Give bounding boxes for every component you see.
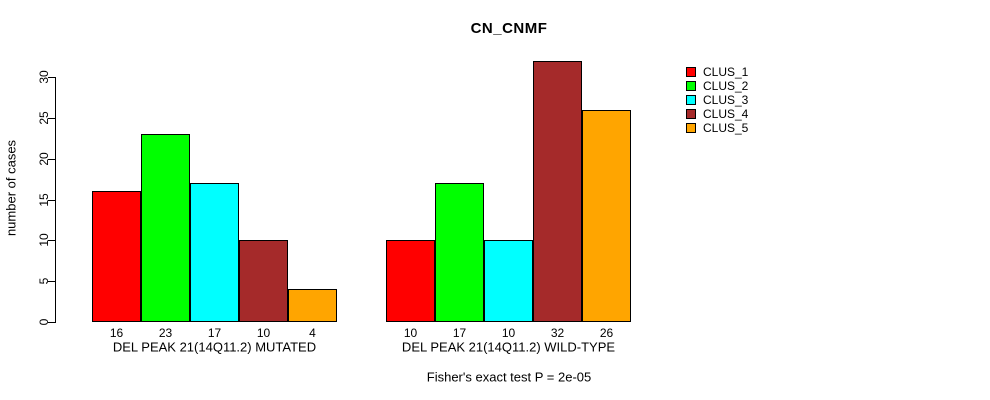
legend-label: CLUS_5 [703, 121, 749, 135]
bar-value-label: 26 [599, 326, 614, 340]
bar-clus_2-group1 [435, 183, 484, 322]
bar-clus_4-group1 [533, 60, 582, 322]
y-axis-tick [48, 117, 55, 119]
legend-item: CLUS_5 [686, 122, 748, 134]
bar-clus_3-group0 [190, 183, 239, 322]
bar-value-label: 4 [309, 326, 316, 340]
y-tick-label: 15 [37, 192, 51, 207]
bar-clus_4-group0 [239, 240, 288, 322]
y-axis-tick [48, 322, 55, 323]
bar-clus_2-group0 [141, 134, 190, 322]
bar-clus_5-group1 [582, 109, 631, 322]
bar-clus_1-group1 [386, 240, 435, 322]
bar-clus_3-group1 [484, 240, 533, 322]
bar-value-label: 10 [501, 326, 516, 340]
y-tick-label: 30 [37, 70, 51, 84]
bar-value-label: 32 [550, 326, 565, 340]
annotation-text: Fisher's exact test P = 2e-05 [426, 369, 592, 385]
y-axis-tick [48, 240, 55, 242]
bar-value-label: 10 [256, 326, 271, 340]
bar-value-label: 10 [403, 326, 418, 340]
legend-item: CLUS_3 [686, 94, 748, 106]
bar-clus_5-group0 [288, 289, 337, 322]
bar-value-label: 23 [158, 326, 173, 340]
y-axis-line [55, 77, 56, 323]
bar-value-label: 17 [452, 326, 467, 340]
legend-label: CLUS_3 [703, 93, 749, 107]
y-axis-tick [48, 281, 55, 283]
legend-item: CLUS_1 [686, 66, 748, 78]
x-category-label: DEL PEAK 21(14Q11.2) MUTATED [112, 339, 317, 355]
bar-clus_1-group0 [92, 191, 141, 322]
chart-title: CN_CNMF [470, 20, 548, 37]
legend-swatch-clus_1 [686, 67, 696, 77]
y-axis-tick [48, 77, 55, 78]
bar-value-label: 17 [207, 326, 222, 340]
y-tick-label: 20 [37, 151, 51, 166]
y-tick-label: 0 [37, 318, 51, 326]
legend-label: CLUS_4 [703, 107, 749, 121]
legend-swatch-clus_5 [686, 123, 696, 133]
legend-item: CLUS_2 [686, 80, 748, 92]
legend-swatch-clus_4 [686, 109, 696, 119]
y-tick-label: 25 [37, 111, 51, 125]
legend-label: CLUS_1 [703, 65, 749, 79]
legend-item: CLUS_4 [686, 108, 748, 120]
legend-swatch-clus_3 [686, 95, 696, 105]
bar-value-label: 16 [109, 326, 124, 340]
x-category-label: DEL PEAK 21(14Q11.2) WILD-TYPE [401, 339, 616, 355]
y-axis-tick [48, 158, 55, 160]
y-axis-tick [48, 199, 55, 201]
y-tick-label: 5 [37, 277, 51, 285]
y-axis-label: number of cases [3, 139, 19, 237]
legend-label: CLUS_2 [703, 79, 749, 93]
legend-swatch-clus_2 [686, 81, 696, 91]
y-tick-label: 10 [37, 233, 51, 248]
